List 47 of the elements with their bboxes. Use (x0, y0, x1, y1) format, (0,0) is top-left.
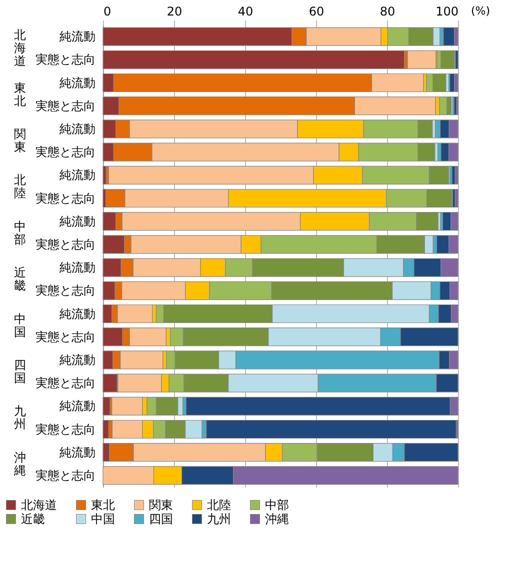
y-tick-label: 実態と志向 (36, 284, 96, 298)
legend-label: 北海道 (21, 498, 57, 512)
y-tick-label: 純流動 (60, 260, 96, 275)
x-tick-label: 100 (436, 4, 458, 18)
y-tick-label: 実態と志向 (36, 237, 96, 252)
x-tick-label: 80 (380, 4, 396, 18)
text: 東北 (14, 80, 26, 108)
y-tick-label: 実態と志向 (36, 191, 96, 206)
y-tick-label: 純流動 (60, 352, 96, 367)
text: 関東 (14, 127, 26, 154)
y-tick-label: 純流動 (60, 399, 96, 414)
y-tick-label: 実態と志向 (36, 376, 96, 390)
text: 北陸 (14, 173, 26, 200)
y-tick-label: 純流動 (60, 168, 96, 182)
text: 中国 (14, 312, 26, 339)
x-axis-title: (%) (470, 4, 490, 18)
legend-label: 中国 (91, 512, 115, 526)
legend-label: 九州 (207, 512, 231, 526)
x-tick-label: 0 (104, 4, 112, 18)
y-tick-label: 純流動 (60, 306, 96, 321)
text: 近畿 (14, 266, 26, 293)
text: 沖縄 (13, 450, 26, 478)
y-tick-label: 実態と志向 (36, 422, 96, 436)
x-tick-label: 20 (166, 4, 182, 18)
text: 四国 (14, 358, 26, 385)
text: 中部 (14, 219, 26, 246)
x-tick-label: 40 (238, 4, 254, 18)
y-tick-label: 実態と志向 (36, 52, 96, 67)
x-tick-label: 60 (308, 4, 324, 18)
legend-label: 東北 (91, 498, 115, 512)
y-tick-label: 純流動 (60, 76, 96, 90)
y-tick-label: 実態と志向 (36, 330, 96, 344)
y-tick-label: 純流動 (60, 30, 96, 44)
text: 九州 (14, 404, 26, 432)
legend-label: 関東 (149, 498, 173, 512)
legend-label: 北陸 (207, 498, 231, 512)
y-tick-label: 実態と志向 (36, 468, 96, 482)
y-tick-label: 純流動 (60, 445, 96, 460)
legend-label: 四国 (149, 512, 173, 526)
legend-label: 中部 (265, 498, 289, 512)
legend-label: 近畿 (21, 512, 45, 526)
y-tick-label: 実態と志向 (36, 145, 96, 160)
y-tick-label: 純流動 (60, 214, 96, 228)
legend-label: 沖縄 (265, 512, 289, 526)
text: 北海道 (14, 28, 26, 68)
y-tick-label: 実態と志向 (36, 98, 96, 113)
y-tick-label: 純流動 (60, 122, 96, 136)
